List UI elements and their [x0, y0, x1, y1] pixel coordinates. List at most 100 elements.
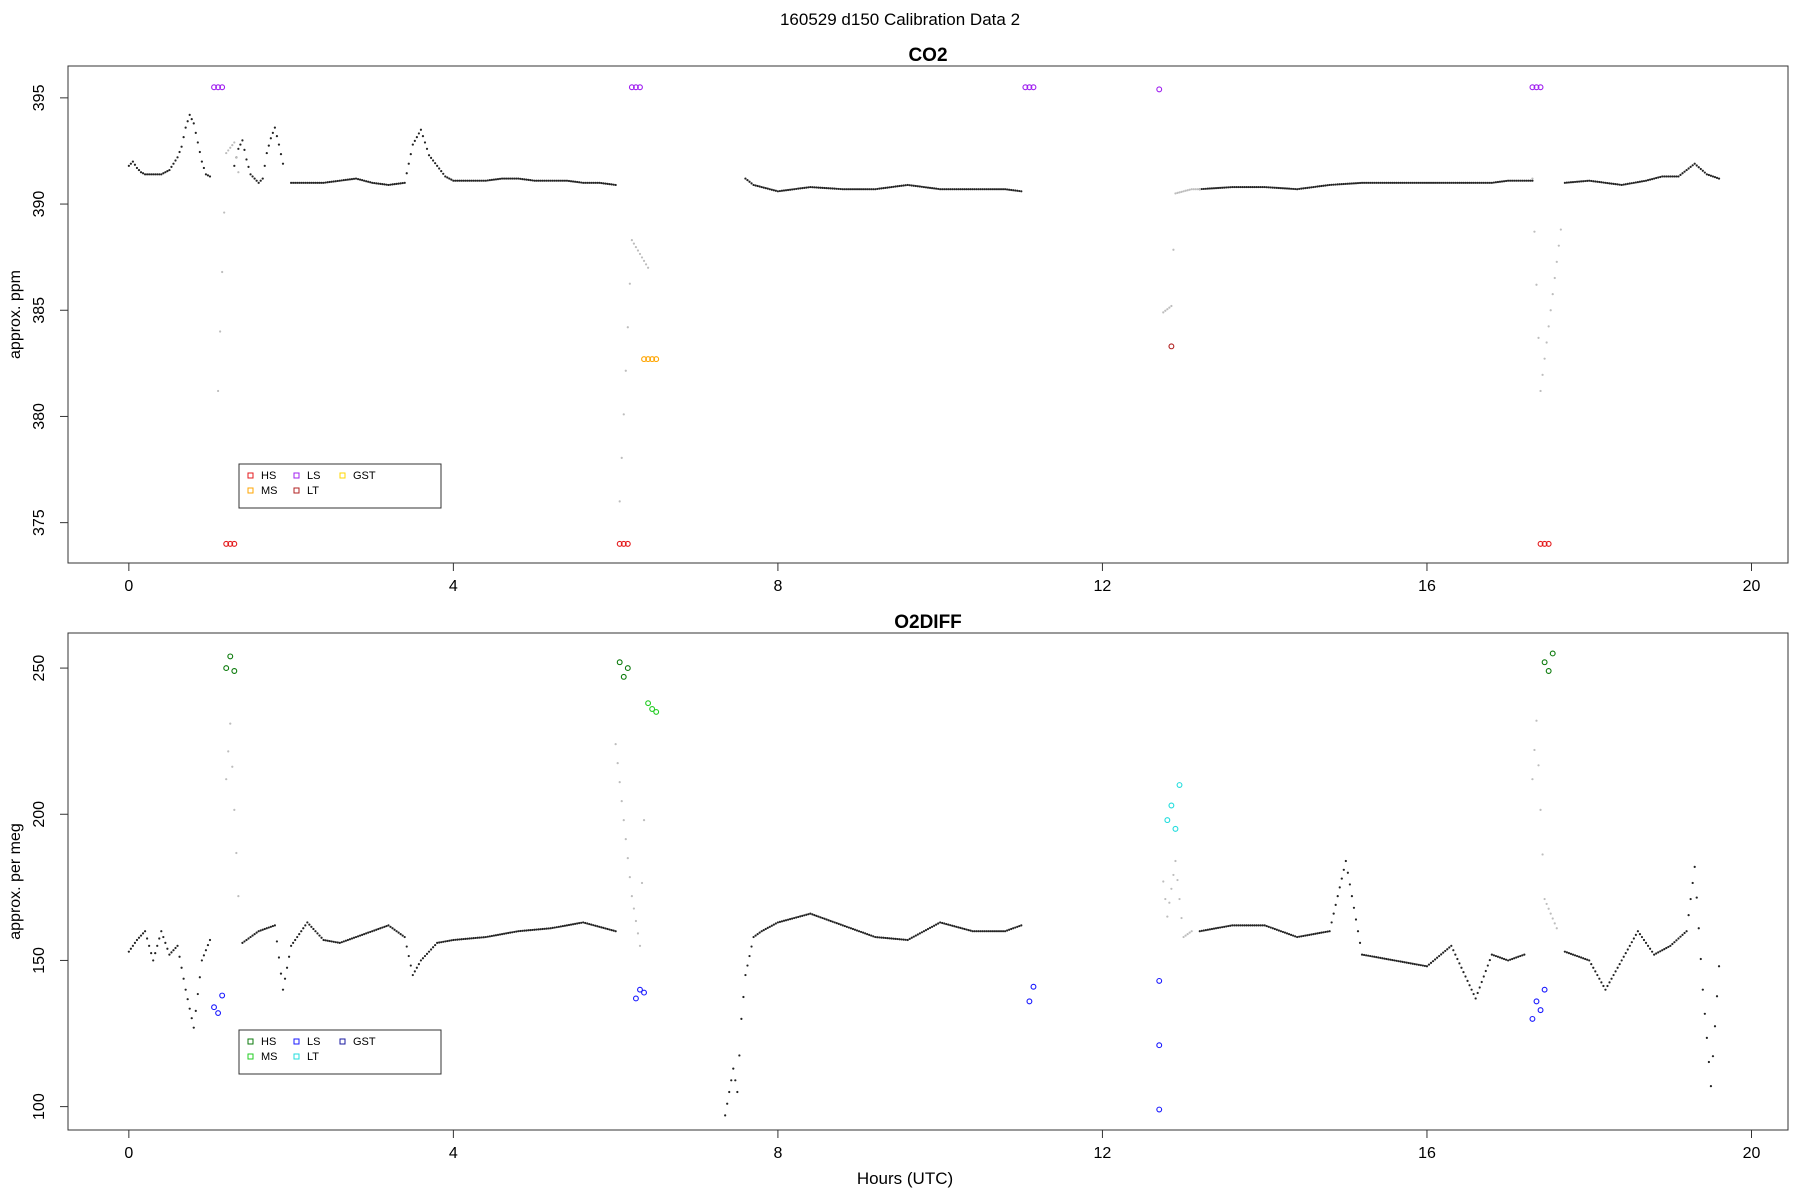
data-point-sample — [269, 925, 272, 928]
data-point-sample — [1436, 181, 1439, 184]
data-point-sample — [764, 927, 767, 931]
data-point-sample — [200, 959, 203, 962]
data-point-transition — [1537, 336, 1540, 339]
data-point-sample — [1385, 957, 1388, 961]
data-point-sample — [1294, 935, 1297, 938]
data-point-transition — [1166, 308, 1169, 311]
data-point-sample — [239, 143, 242, 146]
data-point-sample — [174, 159, 177, 162]
data-point-sample — [1423, 964, 1427, 968]
data-point-sample — [1275, 928, 1278, 931]
data-point-sample — [519, 177, 522, 180]
data-point-sample — [853, 928, 857, 931]
data-point-sample — [1198, 930, 1201, 933]
data-point-transition — [1182, 935, 1185, 939]
data-point-sample — [1523, 179, 1526, 182]
data-point-sample — [1358, 941, 1362, 944]
data-point-sample — [208, 175, 212, 178]
data-point-sample — [817, 186, 820, 189]
data-point-sample — [1529, 179, 1532, 182]
data-point-ls — [628, 84, 635, 91]
data-point-sample — [533, 928, 536, 931]
data-point-sample — [1436, 956, 1439, 959]
data-point-sample — [1703, 171, 1706, 174]
data-point-sample — [1210, 927, 1214, 931]
data-point-sample — [896, 185, 899, 188]
data-point-sample — [1310, 933, 1313, 936]
data-point-sample — [1511, 179, 1514, 182]
data-point-sample — [545, 179, 548, 182]
y-tick-label: 100 — [31, 1093, 48, 1120]
data-point-sample — [588, 181, 591, 184]
data-point-sample — [1513, 179, 1516, 182]
data-point-sample — [1375, 956, 1378, 959]
data-point-sample — [855, 188, 859, 191]
data-point-sample — [395, 930, 398, 933]
data-point-sample — [1492, 954, 1495, 957]
data-point-sample — [829, 187, 832, 190]
data-point-sample — [1334, 903, 1337, 906]
data-point-sample — [413, 139, 416, 142]
data-point-sample — [1281, 187, 1285, 190]
data-point-sample — [1271, 186, 1274, 189]
data-point-sample — [281, 988, 285, 991]
data-point-sample — [813, 914, 816, 917]
data-point-sample — [156, 173, 159, 176]
data-point-sample — [1448, 946, 1451, 949]
data-point-sample — [1707, 1060, 1710, 1064]
data-point-sample — [1707, 173, 1710, 177]
data-point-sample — [436, 164, 439, 167]
data-point-ms — [653, 708, 660, 715]
legend-box — [238, 463, 442, 509]
data-point-hs — [1541, 659, 1548, 666]
data-point-sample — [300, 930, 303, 933]
data-point-sample — [1227, 924, 1230, 928]
data-point-transition — [1533, 748, 1536, 752]
data-point-sample — [1221, 926, 1224, 929]
data-point-sample — [1456, 957, 1459, 961]
data-point-sample — [1575, 954, 1579, 958]
data-point-sample — [1624, 183, 1627, 186]
data-point-sample — [1527, 179, 1530, 182]
data-point-sample — [1389, 181, 1392, 184]
data-point-sample — [146, 937, 149, 940]
data-point-sample — [129, 162, 132, 165]
data-point-sample — [608, 183, 611, 186]
data-point-sample — [490, 178, 494, 181]
data-point-transition — [628, 282, 631, 285]
data-point-ls — [1156, 977, 1163, 984]
data-point-sample — [517, 177, 520, 180]
data-point-sample — [344, 178, 347, 181]
data-point-sample — [523, 929, 526, 932]
data-point-ls — [1537, 84, 1544, 91]
data-point-sample — [1653, 177, 1656, 180]
data-point-sample — [320, 181, 323, 184]
data-point-transition — [227, 149, 230, 152]
data-point-sample — [890, 937, 893, 940]
data-point-sample — [1606, 984, 1609, 988]
data-point-sample — [537, 928, 540, 931]
data-point-sample — [192, 1026, 195, 1029]
data-point-sample — [397, 182, 400, 185]
data-point-sample — [1373, 955, 1376, 958]
data-point-sample — [586, 922, 589, 925]
data-point-sample — [168, 953, 171, 956]
x-tick-label: 16 — [1418, 1145, 1436, 1162]
data-point-transition — [622, 819, 625, 822]
data-point-sample — [188, 113, 191, 116]
data-point-sample — [423, 954, 427, 958]
data-point-transition — [229, 146, 232, 149]
data-point-sample — [1328, 183, 1331, 187]
data-point-sample — [756, 184, 759, 188]
data-point-sample — [1509, 958, 1512, 961]
data-point-transition — [1178, 897, 1181, 901]
data-point-sample — [312, 927, 315, 931]
data-point-sample — [1302, 934, 1305, 938]
data-point-sample — [1470, 181, 1473, 184]
data-point-sample — [405, 172, 408, 175]
data-point-sample — [1504, 958, 1508, 961]
data-point-sample — [1590, 962, 1593, 966]
data-point-sample — [1263, 185, 1266, 189]
data-point-sample — [1275, 186, 1278, 189]
data-point-sample — [1239, 924, 1242, 927]
